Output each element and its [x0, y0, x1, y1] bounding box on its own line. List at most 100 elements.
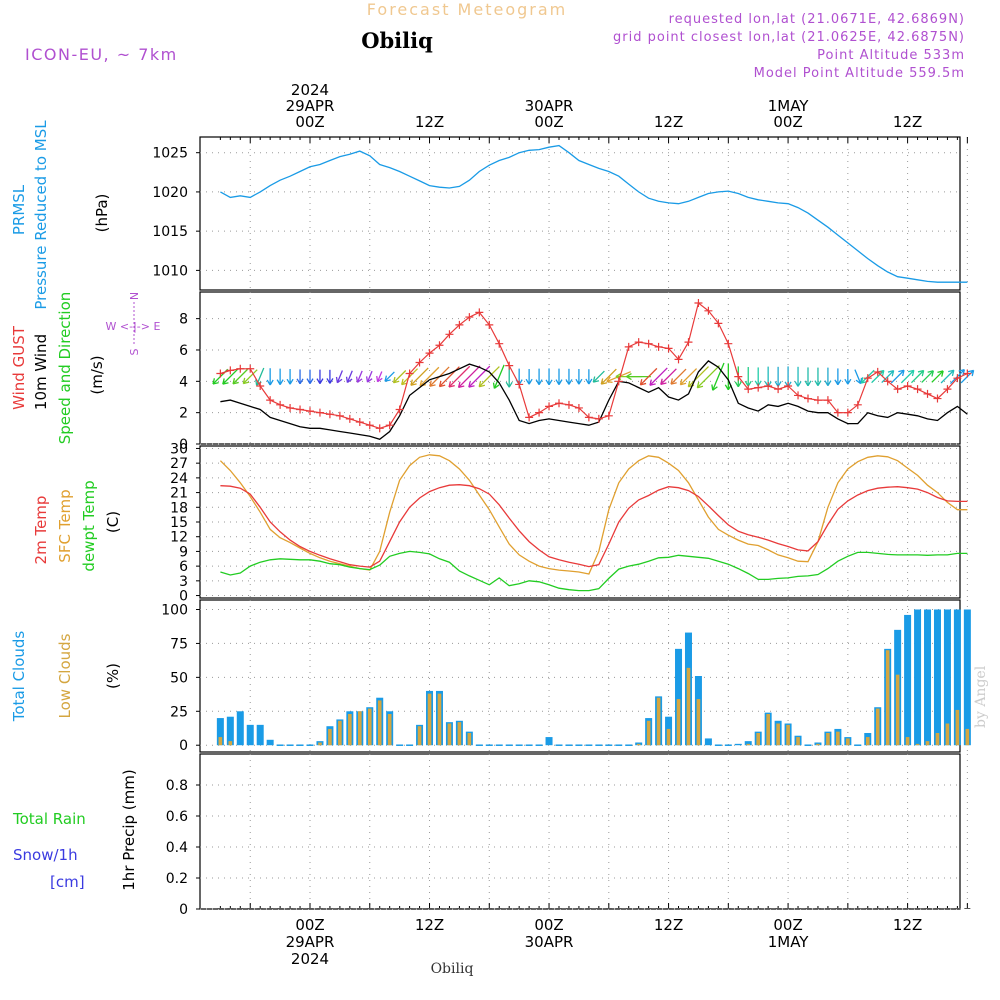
wind-arrow-head [962, 369, 965, 376]
bottom-time-label: 00Z [295, 916, 324, 934]
wind-arrow-head [222, 378, 225, 385]
wind-gust-marker [335, 411, 344, 420]
wind-arrow-head [927, 370, 934, 373]
low-clouds-bar [467, 733, 472, 746]
rain-bar [964, 908, 971, 909]
wind-arrow [393, 370, 407, 384]
low-clouds-bar [776, 723, 780, 746]
wind-arrow-head [855, 379, 862, 385]
rain-bar [227, 908, 234, 909]
wind-arrow-head [797, 381, 802, 387]
wind-arrow [410, 367, 429, 386]
wind-arrow-head [306, 378, 311, 384]
wind-arrow-head [438, 380, 442, 387]
low-clouds-bar [836, 731, 840, 746]
pressure-line [220, 144, 968, 283]
total-clouds-bar [924, 609, 932, 746]
y-tick-label-clouds: 75 [170, 636, 188, 652]
wind-gust-marker [963, 369, 972, 378]
wind-arrow-head [901, 370, 905, 377]
total-clouds-bar [704, 738, 712, 746]
rain-bar [874, 908, 881, 909]
wind-arrow-head [468, 381, 471, 388]
panel-frame-precip [199, 753, 961, 910]
wind-arrow-head [538, 379, 543, 385]
wind-speed-line [220, 360, 968, 441]
label-speed-direction: Speed and Direction [56, 292, 74, 445]
wind-gust-marker [256, 382, 265, 391]
wind-arrow-head [376, 375, 379, 382]
subtitle: Forecast Meteogram [367, 0, 567, 19]
wind-arrow-head [410, 383, 417, 386]
rain-bar [635, 908, 642, 909]
low-clouds-bar [348, 714, 352, 746]
rain-bar [526, 908, 533, 909]
rain-bar [675, 908, 682, 909]
info-requested: requested lon,lat (21.0671E, 42.6869N) [669, 12, 965, 27]
rain-bar [705, 908, 712, 909]
low-clouds-bar [686, 667, 691, 746]
y-tick-label-wind: 6 [179, 343, 188, 359]
bottom-time-label: 2024 [291, 950, 329, 968]
bottom-time-label: 00Z [773, 916, 802, 934]
rain-bar [795, 908, 802, 909]
low-clouds-bar [955, 709, 960, 746]
rain-bar [237, 908, 244, 909]
wind-arrow-head [660, 378, 663, 385]
rain-bar [426, 908, 433, 909]
wind-arrow-head [615, 373, 622, 378]
wind-arrow [448, 365, 471, 388]
rain-bar [336, 908, 343, 909]
wind-arrow-head [688, 384, 695, 388]
wind-gust-marker [296, 405, 305, 414]
wind-gust-marker [555, 399, 563, 408]
label-sfc-temp: SFC Temp [56, 489, 74, 562]
wind-gust-marker [385, 421, 394, 430]
wind-gust-marker [873, 367, 882, 376]
grid-lines [196, 137, 968, 910]
wind-gust-marker [903, 382, 912, 391]
top-time-label: 2024 [291, 81, 329, 99]
wind-gust-marker [594, 414, 603, 423]
rain-bar [775, 908, 782, 909]
model-label: ICON-EU, ~ 7km [25, 45, 178, 64]
y-tick-label-temp: 21 [170, 486, 188, 502]
wind-arrow-head [847, 378, 852, 385]
wind-arrow-head [232, 381, 239, 385]
bottom-time-label: 12Z [654, 916, 683, 934]
info-point-altitude: Point Altitude 533m [817, 48, 965, 63]
wind-arrow-head [242, 377, 246, 384]
wind-gust-marker [525, 413, 534, 422]
wind-arrow [639, 367, 658, 386]
wind-arrow-head [393, 380, 400, 384]
wind-arrow-head [355, 376, 359, 383]
wind-arrow-head [687, 380, 691, 387]
wind-gust-marker [535, 408, 544, 417]
wind-arrow-head [626, 373, 632, 378]
y-tick-label-temp: 24 [170, 471, 188, 487]
wind-arrow [679, 368, 698, 386]
wind-arrow-head [492, 382, 496, 389]
wind-gust-marker [624, 342, 633, 351]
wind-arrow-head [429, 380, 432, 387]
wind-arrow-head [384, 375, 388, 382]
wind-gust-marker [315, 408, 324, 417]
wind-arrow-head [967, 369, 974, 373]
low-clouds-bar [885, 650, 890, 746]
low-clouds-bar [646, 720, 651, 746]
wind-gust-marker [306, 407, 314, 416]
wind-arrow [222, 368, 239, 385]
unit-clouds: (%) [104, 663, 122, 689]
wind-arrow-head [844, 378, 849, 385]
total-clouds-bar [953, 609, 961, 746]
rain-bar [914, 908, 921, 909]
wind-gust-marker [853, 400, 862, 409]
wind-arrow-head [881, 370, 885, 377]
rain-bar [366, 908, 373, 909]
bottom-time-label: 29APR [286, 933, 335, 951]
wind-arrow-head [971, 370, 975, 377]
rain-bar [546, 908, 553, 909]
axis-labels: 1010101510201025024680369121518212427300… [10, 81, 922, 968]
y-tick-label-pressure: 1025 [152, 146, 188, 162]
wind-arrow-head [558, 379, 563, 385]
